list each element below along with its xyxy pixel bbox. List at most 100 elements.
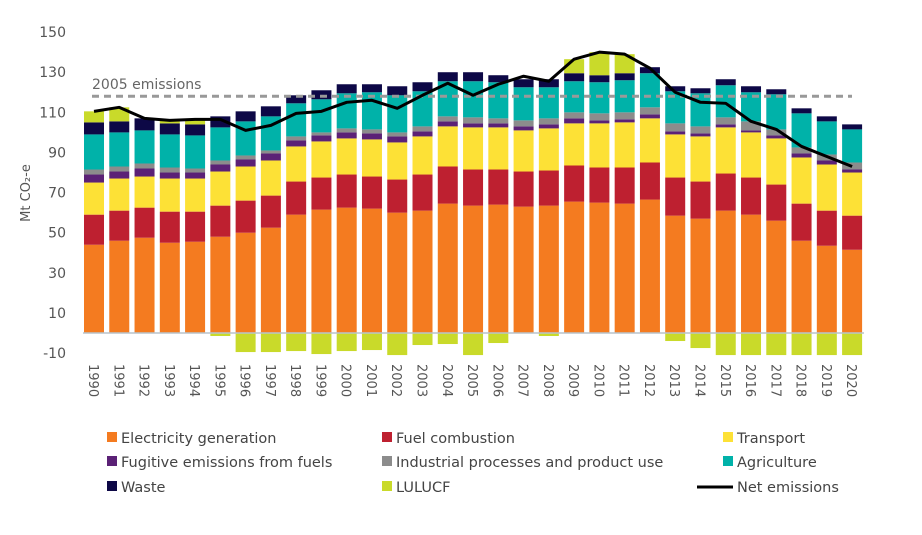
bar-segment-agriculture-2005	[463, 81, 484, 118]
bar-segment-waste-2010	[589, 75, 610, 83]
bar-segment-agriculture-2018	[791, 113, 812, 148]
bar-segment-transport-1994	[185, 178, 206, 212]
bar-segment-waste-2014	[690, 88, 711, 94]
bar-segment-fugitive-emissions-from-fuels-2003	[412, 131, 433, 137]
bar-segment-industrial-processes-and-product-use-1999	[311, 132, 332, 136]
bar-segment-fugitive-emissions-from-fuels-2004	[437, 121, 458, 127]
bar-segment-waste-1991	[109, 121, 130, 133]
bar-segment-fugitive-emissions-from-fuels-2005	[463, 123, 484, 128]
bar-segment-lulucf-2002	[387, 333, 408, 356]
x-tick-label: 2012	[641, 364, 656, 397]
bar-segment-fugitive-emissions-from-fuels-1992	[134, 168, 155, 177]
bar-segment-electricity-generation-2014	[690, 218, 711, 333]
bar-segment-fuel-combustion-1995	[210, 205, 231, 237]
bar-segment-electricity-generation-2013	[665, 215, 686, 333]
bar-segment-fuel-combustion-1992	[134, 207, 155, 238]
bar-segment-fuel-combustion-2015	[715, 173, 736, 211]
bar-segment-industrial-processes-and-product-use-2015	[715, 117, 736, 125]
bar-segment-lulucf-2008	[538, 333, 559, 337]
bar-segment-transport-2010	[589, 123, 610, 168]
legend-item: Waste	[107, 480, 166, 496]
bar-segment-lulucf-1990	[84, 111, 104, 123]
x-tick-label: 1990	[85, 364, 100, 397]
x-tick-label: 1996	[237, 364, 252, 397]
bar-segment-lulucf-2003	[412, 333, 433, 346]
bars	[84, 52, 863, 356]
bar-segment-waste-2019	[816, 116, 837, 122]
bar-segment-transport-1995	[210, 171, 231, 206]
bar-segment-industrial-processes-and-product-use-2004	[437, 116, 458, 122]
legend: Electricity generation Fuel combustion Tra…	[107, 431, 839, 496]
bar-segment-lulucf-2006	[488, 333, 509, 344]
bar-segment-fugitive-emissions-from-fuels-2002	[387, 136, 408, 143]
bar-segment-fuel-combustion-1996	[235, 200, 256, 233]
bar-segment-waste-2008	[538, 79, 559, 88]
bar-segment-fugitive-emissions-from-fuels-2013	[665, 131, 686, 135]
bar-segment-electricity-generation-1992	[134, 237, 155, 333]
y-tick-label: -10	[43, 346, 66, 362]
bar-segment-lulucf-2016	[741, 333, 762, 356]
bar-segment-waste-1998	[286, 95, 307, 104]
bar-segment-transport-2015	[715, 127, 736, 174]
bar-segment-industrial-processes-and-product-use-2010	[589, 113, 610, 121]
bar-segment-fugitive-emissions-from-fuels-1994	[185, 172, 206, 179]
bar-segment-lulucf-2001	[361, 333, 382, 351]
bar-segment-agriculture-2002	[387, 95, 408, 133]
bar-segment-waste-2018	[791, 108, 812, 114]
bar-segment-waste-1990	[84, 122, 104, 135]
bar-segment-fuel-combustion-2008	[538, 170, 559, 206]
legend-swatch	[723, 456, 733, 466]
x-ticks: 1990 1991 1992 1993 1994 1995 1996 1997 1998 1999…	[85, 364, 858, 397]
bar-segment-fugitive-emissions-from-fuels-2000	[336, 132, 357, 139]
bar-segment-electricity-generation-2011	[614, 203, 635, 333]
bar-segment-transport-1990	[84, 182, 104, 215]
bar-segment-transport-2000	[336, 138, 357, 175]
bar-segment-waste-2015	[715, 79, 736, 86]
bar-segment-lulucf-1997	[260, 333, 281, 353]
bar-segment-industrial-processes-and-product-use-2009	[564, 112, 585, 119]
bar-segment-electricity-generation-2009	[564, 201, 585, 333]
bar-segment-industrial-processes-and-product-use-2001	[361, 129, 382, 134]
bar-segment-fugitive-emissions-from-fuels-2019	[816, 160, 837, 165]
x-tick-label: 2001	[363, 364, 378, 397]
bar-segment-agriculture-2020	[842, 129, 863, 163]
bar-segment-agriculture-2015	[715, 85, 736, 118]
bar-segment-transport-2001	[361, 139, 382, 177]
bar-segment-lulucf-2015	[715, 333, 736, 356]
bar-segment-fuel-combustion-2014	[690, 181, 711, 219]
bar-segment-lulucf-2000	[336, 333, 357, 352]
bar-segment-agriculture-1998	[286, 103, 307, 137]
bar-segment-fugitive-emissions-from-fuels-1993	[159, 172, 180, 179]
bar-segment-electricity-generation-1999	[311, 209, 332, 333]
legend-label: LULUCF	[396, 480, 450, 496]
bar-segment-agriculture-2012	[639, 73, 660, 108]
bar-segment-transport-2014	[690, 136, 711, 182]
bar-segment-electricity-generation-2000	[336, 207, 357, 333]
bar-segment-electricity-generation-2012	[639, 199, 660, 333]
bar-segment-industrial-processes-and-product-use-2008	[538, 118, 559, 125]
legend-item: Agriculture	[723, 455, 817, 471]
x-tick-label: 2004	[439, 364, 454, 397]
bar-segment-industrial-processes-and-product-use-2011	[614, 112, 635, 120]
bar-segment-electricity-generation-2017	[766, 220, 787, 333]
bar-segment-waste-2017	[766, 89, 787, 95]
x-tick-label: 1999	[312, 364, 327, 397]
bar-segment-fugitive-emissions-from-fuels-1991	[109, 171, 130, 179]
y-tick-label: 70	[48, 186, 66, 202]
legend-item: LULUCF	[382, 480, 450, 496]
y-tick-label: 30	[48, 266, 66, 282]
bar-segment-industrial-processes-and-product-use-1995	[210, 160, 231, 165]
bar-segment-waste-1992	[134, 118, 155, 131]
bar-segment-industrial-processes-and-product-use-2000	[336, 128, 357, 133]
bar-segment-waste-2001	[361, 84, 382, 93]
legend-item: Fugitive emissions from fuels	[107, 455, 332, 471]
x-tick-label: 2010	[590, 364, 605, 397]
bar-segment-waste-2016	[741, 86, 762, 93]
y-axis-label: Mt CO₂-e	[19, 164, 34, 222]
bar-segment-industrial-processes-and-product-use-2012	[639, 107, 660, 115]
bar-segment-fuel-combustion-2019	[816, 210, 837, 246]
net-emissions-line	[93, 50, 853, 168]
legend-label: Agriculture	[737, 455, 817, 471]
bar-segment-electricity-generation-2020	[842, 249, 863, 333]
bar-segment-fugitive-emissions-from-fuels-2007	[513, 126, 534, 131]
